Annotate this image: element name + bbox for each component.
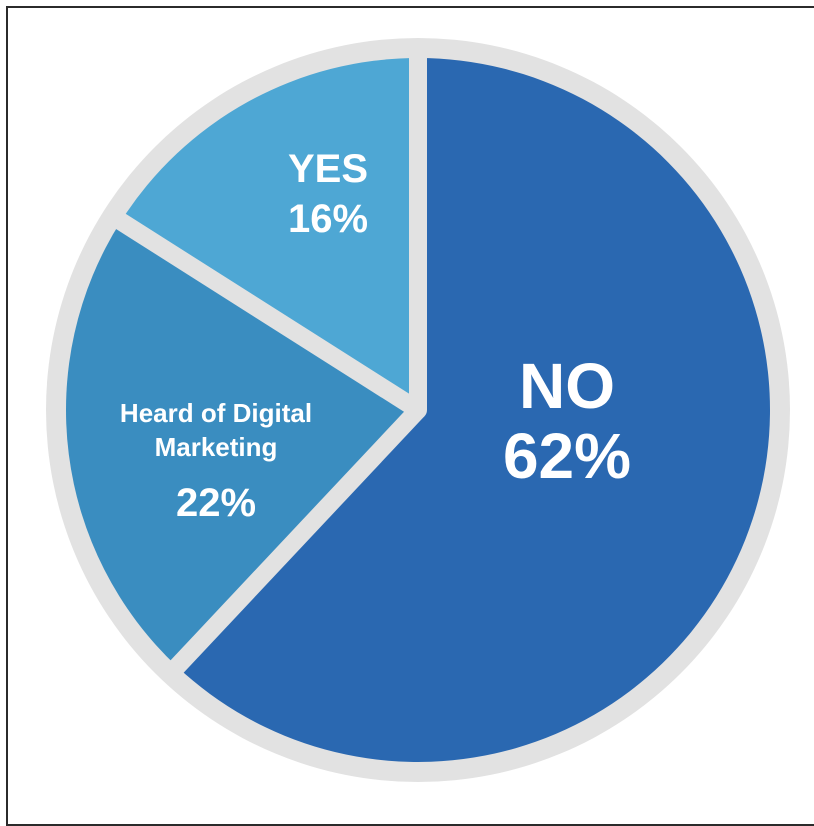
pie-slices (66, 52, 770, 762)
slice-label-no-name: NO (519, 350, 615, 422)
slice-label-heard-value: 22% (176, 481, 256, 525)
slice-separator-2 (110, 210, 423, 418)
pie-slice-no (177, 58, 770, 762)
slice-label-heard-line1: Heard of Digital (120, 398, 312, 428)
pie-slice-heard-of-digital-marketing (66, 221, 419, 667)
slice-label-heard-line2: Marketing (155, 432, 278, 462)
pie-center-hub (409, 401, 427, 419)
slice-label-yes-value: 16% (288, 197, 368, 241)
slice-label-yes-name: YES (288, 147, 368, 191)
pie-slice-yes (120, 58, 418, 410)
slice-separator-1 (166, 403, 425, 678)
slice-label-no-value: 62% (503, 420, 631, 492)
